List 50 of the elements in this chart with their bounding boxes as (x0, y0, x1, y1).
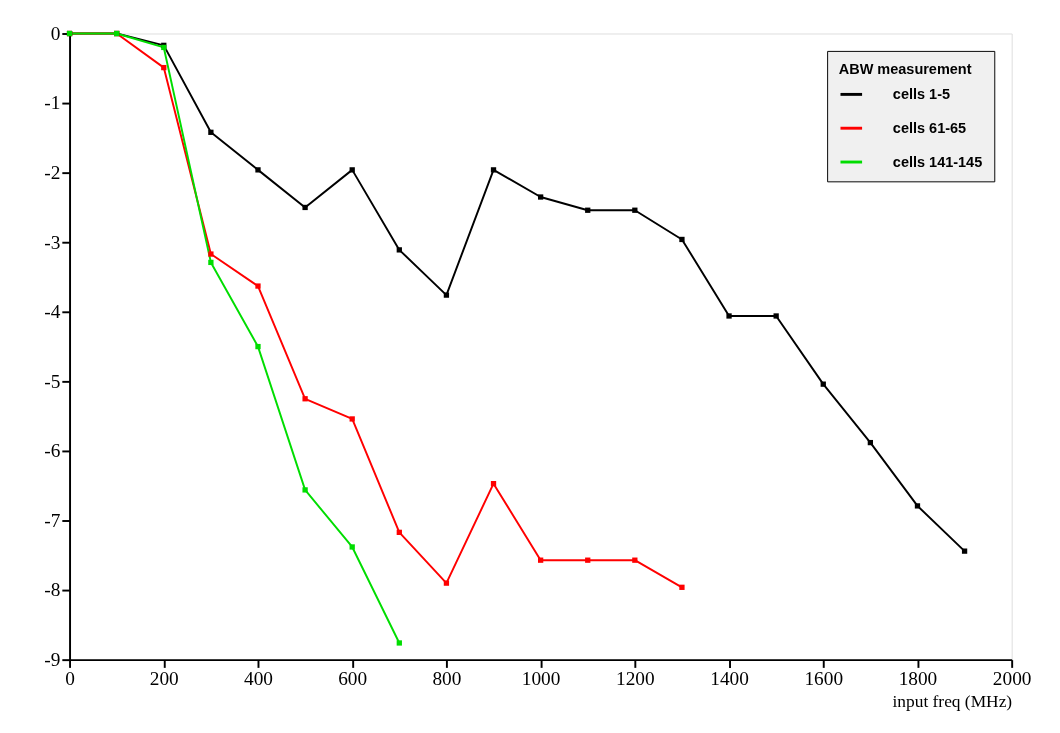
legend-label: cells 141-145 (892, 153, 983, 170)
point (396, 640, 402, 646)
y-tick-label: -6 (44, 440, 61, 462)
x-axis-title: input freq (MHz) (892, 691, 1013, 711)
x-tick-label: 1400 (710, 668, 749, 690)
legend-label: cells 61-65 (892, 120, 967, 137)
y-tick-label: -3 (44, 231, 61, 253)
x-tick-label: 1600 (804, 668, 844, 690)
y-tick-label: -2 (44, 161, 61, 183)
point (537, 194, 544, 200)
point (726, 313, 732, 319)
x-tick-label: 1800 (898, 668, 938, 690)
legend-title: ABW measurement (838, 61, 972, 78)
x-tick-label: 2000 (992, 668, 1032, 690)
y-tick-label: -5 (44, 370, 61, 392)
x-tick-label: 1200 (616, 668, 655, 690)
point (349, 167, 355, 173)
point (208, 129, 214, 135)
legend-label: cells 1-5 (892, 86, 951, 103)
x-tick-label: 0 (65, 668, 75, 690)
x-tick-label: 1000 (521, 668, 561, 690)
point (490, 167, 497, 173)
point (255, 283, 261, 289)
y-tick-label: -7 (44, 509, 61, 531)
point (679, 584, 685, 590)
point (208, 259, 214, 266)
point (679, 236, 685, 243)
point (255, 343, 261, 350)
point (349, 416, 355, 422)
point (914, 503, 921, 509)
y-tick-label: -9 (44, 648, 61, 670)
x-tick-label: 200 (149, 668, 179, 690)
x-tick-label: 600 (338, 668, 368, 690)
point (349, 544, 355, 550)
y-tick-label: -8 (44, 579, 61, 601)
point (208, 251, 214, 257)
point (255, 167, 261, 173)
y-tick-label: -4 (44, 301, 61, 323)
point (302, 204, 308, 211)
point (443, 580, 450, 586)
point (302, 487, 308, 493)
y-tick-label: 0 (50, 22, 61, 44)
x-tick-label: 800 (432, 668, 462, 690)
point (302, 396, 308, 402)
y-tick-label: -1 (44, 92, 61, 114)
x-tick-label: 400 (243, 668, 273, 690)
point (443, 292, 450, 298)
point (961, 548, 968, 554)
point (773, 313, 779, 319)
point (396, 247, 402, 253)
